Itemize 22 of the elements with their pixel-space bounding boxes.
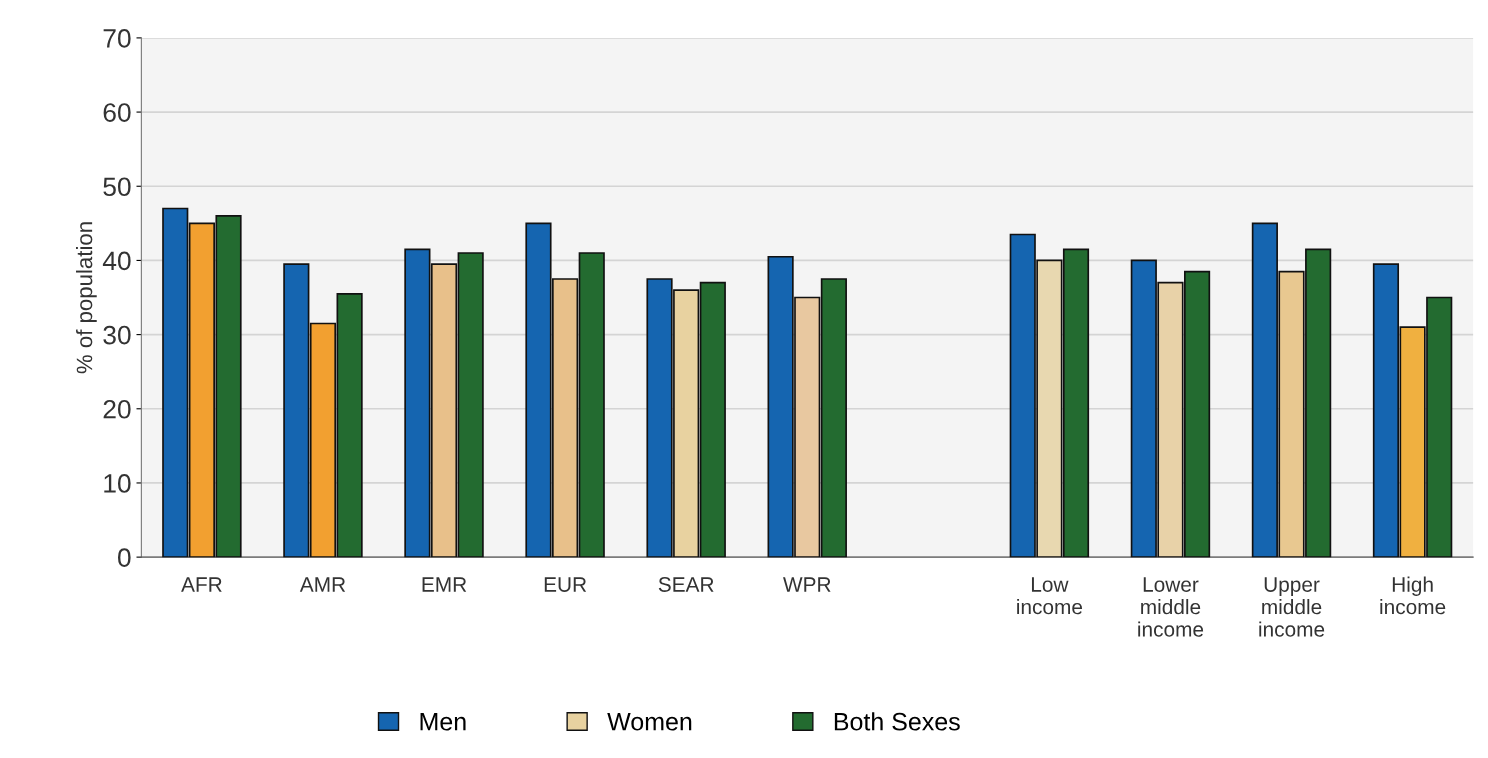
legend-label: Women (607, 713, 692, 731)
y-tick-label: 0 (117, 548, 131, 567)
y-tick-label: 20 (103, 399, 131, 419)
x-tick-label: Low income (1017, 577, 1083, 615)
x-tick-label: AMR (299, 577, 346, 592)
x-tick-label: High income (1380, 576, 1446, 615)
y-axis-title: % of population (76, 222, 97, 374)
y-tick-label: 60 (103, 103, 131, 122)
x-tick-label: EUR (544, 577, 587, 592)
x-tick-label: Upper middle income (1259, 577, 1325, 637)
legend-label: Both Sexes (834, 712, 960, 731)
y-tick-label: 70 (103, 29, 131, 48)
x-tick-label: WPR (783, 577, 831, 592)
x-tick-label: Lower middle income (1138, 577, 1204, 637)
x-tick-label: EMR (422, 577, 467, 592)
y-tick-label: 10 (104, 474, 131, 493)
legend-label: Men (420, 713, 466, 731)
y-tick-label: 40 (102, 251, 131, 271)
x-tick-label: AFR (181, 577, 222, 592)
y-tick-label: 30 (103, 325, 131, 345)
x-tick-label: SEAR (658, 577, 714, 592)
y-tick-label: 50 (103, 177, 131, 197)
